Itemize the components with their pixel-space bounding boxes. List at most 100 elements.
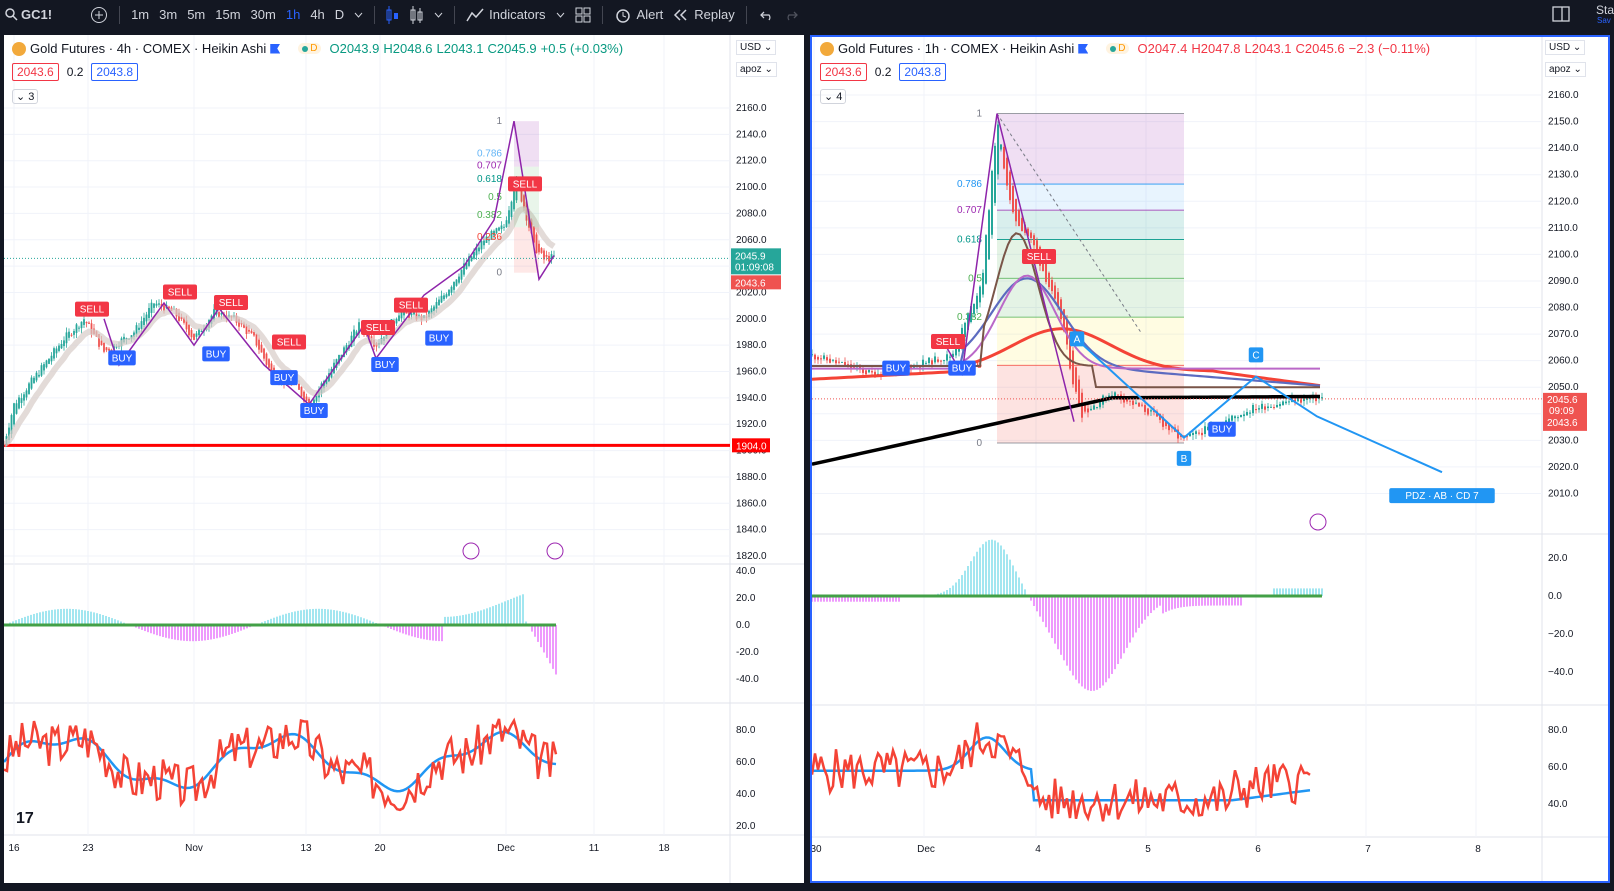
left-bid[interactable]: 2043.6 [12, 63, 59, 81]
indicators-dropdown[interactable] [551, 0, 570, 29]
right-scale-mode[interactable]: apoz ⌄ [1545, 62, 1586, 77]
signal-buy-bg[interactable] [202, 346, 230, 362]
zigzag-line[interactable] [941, 113, 1075, 422]
right-indicators-collapse[interactable]: ⌄ 4 [820, 89, 847, 104]
signal-buy-bg[interactable] [1208, 421, 1236, 437]
redo-button[interactable] [779, 0, 805, 29]
left-ask[interactable]: 2043.8 [91, 63, 139, 81]
signal-buy-bg[interactable] [425, 330, 453, 346]
right-bid[interactable]: 2043.6 [820, 63, 867, 81]
signal-sell[interactable]: SELL [366, 323, 391, 334]
signal-buy-bg[interactable] [300, 403, 328, 419]
pattern-point-b[interactable]: B [1181, 454, 1188, 465]
interval-30m[interactable]: 30m [250, 7, 276, 22]
signal-sell[interactable]: SELL [80, 305, 105, 316]
left-title[interactable]: Gold Futures · 4h · COMEX · Heikin Ashi [30, 41, 267, 56]
signal-buy[interactable]: BUY [375, 360, 396, 371]
signal-sell-bg[interactable] [361, 320, 395, 336]
signal-buy[interactable]: BUY [429, 334, 450, 345]
left-chart-canvas[interactable]: 2160.0 2140.0 2120.0 2100.0 2080.0 2060.0 20 40… [4, 35, 804, 883]
alert-bolt-icon[interactable] [1309, 513, 1327, 531]
save-label[interactable]: Sta [1596, 3, 1614, 17]
signal-buy[interactable]: BUY [952, 364, 973, 375]
interval-4h[interactable]: 4h [310, 7, 325, 22]
pattern-tag-bg[interactable] [1389, 488, 1495, 504]
pattern-point-a-bg[interactable] [1069, 331, 1085, 347]
bar-style-button[interactable] [381, 0, 405, 29]
signal-buy-bg[interactable] [371, 356, 399, 372]
pattern-point-c-bg[interactable] [1248, 347, 1264, 363]
abcd-pattern-line[interactable] [1076, 338, 1443, 474]
flag-icon[interactable] [1078, 43, 1089, 54]
right-ask[interactable]: 2043.8 [899, 63, 947, 81]
signal-sell-bg[interactable] [508, 176, 542, 192]
signal-buy[interactable]: BUY [886, 364, 907, 375]
signal-buy[interactable]: BUY [304, 406, 325, 417]
left-currency-select[interactable]: USD ⌄ [736, 40, 777, 55]
interval-15m[interactable]: 15m [215, 7, 241, 22]
right-chart-canvas[interactable]: 2160.0 2150.0 2140.0 2130.0 2120.0 2110.0 2100… [812, 37, 1608, 881]
interval-dropdown[interactable] [349, 0, 368, 29]
interval-1m[interactable]: 1m [131, 7, 150, 22]
add-symbol-button[interactable] [85, 0, 113, 29]
fib-zone[interactable] [997, 278, 1184, 318]
signal-sell-bg[interactable] [931, 334, 965, 350]
fib-zone[interactable] [997, 317, 1184, 366]
layout-button[interactable] [570, 0, 596, 29]
right-currency-select[interactable]: USD ⌄ [1545, 40, 1586, 55]
candle-body [168, 306, 170, 309]
flag-icon[interactable] [270, 43, 281, 54]
symbol-search[interactable]: GC1! [0, 0, 57, 29]
signal-buy[interactable]: BUY [112, 353, 133, 364]
chart-pane-left[interactable]: 2160.0 2140.0 2120.0 2100.0 2080.0 2060.0 20 40… [4, 35, 804, 883]
interval-5m[interactable]: 5m [187, 7, 206, 22]
fib-zone[interactable] [514, 227, 539, 273]
signal-sell[interactable]: SELL [513, 179, 538, 190]
signal-sell[interactable]: SELL [1027, 252, 1052, 263]
signal-sell[interactable]: SELL [936, 337, 961, 348]
fib-zone[interactable] [997, 184, 1184, 211]
signal-sell[interactable]: SELL [168, 287, 193, 298]
chart-type-dropdown[interactable] [429, 0, 448, 29]
alert-bolt-icon[interactable] [546, 542, 564, 560]
fib-zone[interactable] [997, 113, 1184, 185]
replay-button[interactable]: Replay [668, 0, 739, 29]
indicators-button[interactable]: Indicators [461, 0, 550, 29]
signal-sell-bg[interactable] [214, 295, 248, 311]
pattern-point-b-bg[interactable] [1176, 450, 1192, 466]
chart-pane-right[interactable]: 2160.0 2150.0 2140.0 2130.0 2120.0 2110.0 2100… [810, 35, 1610, 883]
alert-button[interactable]: Alert [609, 0, 669, 29]
signal-buy[interactable]: BUY [206, 349, 227, 360]
signal-sell[interactable]: SELL [219, 298, 244, 309]
interval-d[interactable]: D [334, 7, 345, 22]
signal-sell-bg[interactable] [1022, 249, 1056, 265]
signal-buy-bg[interactable] [270, 370, 298, 386]
interval-1h[interactable]: 1h [285, 7, 301, 22]
strategy-icon[interactable] [462, 542, 480, 560]
panel-toggle-button[interactable] [1552, 5, 1570, 26]
left-indicators-collapse[interactable]: ⌄ 3 [12, 89, 39, 104]
signal-sell-bg[interactable] [394, 297, 428, 313]
pattern-point-c[interactable]: C [1252, 350, 1259, 361]
pattern-point-a[interactable]: A [1074, 334, 1081, 345]
candle-body [1075, 367, 1077, 392]
signal-sell[interactable]: SELL [277, 338, 302, 349]
candle-body [255, 333, 258, 346]
signal-buy[interactable]: BUY [274, 373, 295, 384]
right-title[interactable]: Gold Futures · 1h · COMEX · Heikin Ashi [838, 41, 1075, 56]
left-scale-mode[interactable]: apoz ⌄ [736, 62, 777, 77]
signal-buy[interactable]: BUY [1212, 425, 1233, 436]
undo-button[interactable] [753, 0, 779, 29]
pattern-tag[interactable]: PDZ · AB · CD 7 [1405, 491, 1479, 502]
signal-buy-bg[interactable] [108, 350, 136, 366]
interval-3m[interactable]: 3m [159, 7, 178, 22]
candle-body [140, 321, 143, 329]
signal-sell[interactable]: SELL [399, 301, 424, 312]
signal-buy-bg[interactable] [948, 360, 976, 376]
signal-sell-bg[interactable] [272, 334, 306, 350]
tradingview-logo[interactable]: 17 [16, 810, 34, 827]
signal-sell-bg[interactable] [163, 284, 197, 300]
signal-sell-bg[interactable] [75, 301, 109, 317]
heikin-ashi-button[interactable] [405, 0, 429, 29]
signal-buy-bg[interactable] [882, 360, 910, 376]
